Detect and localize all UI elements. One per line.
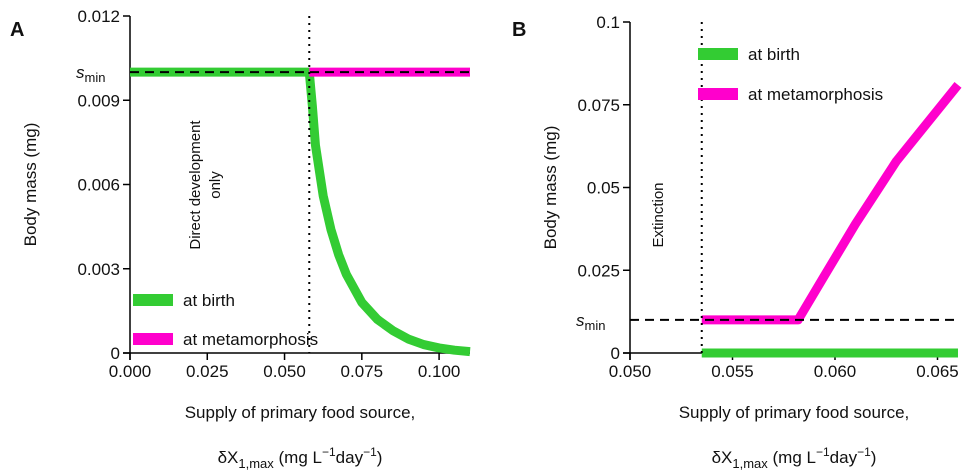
legend-b-swatch-metamorphosis	[698, 88, 738, 100]
x-axis-label-b-line1: Supply of primary food source,	[679, 403, 910, 422]
panel-b: B 0 0.025 0.05 0.075 0.1 0.050 0.055 0.060 0.065…	[512, 13, 962, 471]
legend-b-swatch-birth	[698, 48, 738, 60]
xlabel-b-mid2: day	[830, 448, 858, 467]
panel-a-marks: 0 0.003 0.006 0.009 0.012 0.000 0.025 0.050 0.07…	[77, 7, 471, 381]
y-tick-label-a: 0.009	[77, 91, 120, 110]
series-line-a-birth	[130, 67, 471, 357]
xlabel-a-sup1: −1	[322, 445, 336, 459]
x-tick-label-a: 0.050	[263, 362, 306, 381]
legend-a-swatch-metamorphosis	[133, 333, 173, 345]
smin-sub-a: min	[85, 70, 106, 85]
panel-letter-a: A	[10, 19, 24, 41]
panel-a-annotation: Direct development only	[187, 120, 224, 250]
legend-a-label-birth: at birth	[183, 291, 235, 310]
annotation-direct-development: Direct development	[187, 120, 204, 250]
smin-label-b: smin	[576, 311, 605, 333]
y-tick-label-b: 0.025	[577, 261, 620, 280]
legend-a-label-metamorphosis: at metamorphosis	[183, 330, 318, 349]
x-axis-label-a-line2: δX1,max (mg L−1day−1)	[218, 445, 383, 471]
annotation-extinction: Extinction	[650, 182, 667, 247]
xlabel-a-mid2: day	[336, 448, 364, 467]
series-line-b-metamorphosis	[701, 82, 962, 325]
xlabel-b-sub: 1,max	[732, 456, 768, 471]
xlabel-b-mid: (mg L	[768, 448, 816, 467]
panel-a: A 0 0.003 0.006 0.009 0.012 0.000 0.025 0.050 0.…	[10, 7, 471, 471]
panel-letter-b: B	[512, 19, 526, 41]
y-tick-label-a: 0	[111, 344, 120, 363]
y-tick-label-b: 0.05	[587, 179, 620, 198]
xlabel-b-prefix: δX	[712, 448, 733, 467]
x-tick-label-b: 0.060	[814, 362, 857, 381]
x-tick-label-b: 0.050	[609, 362, 652, 381]
annotation-only: only	[207, 171, 224, 199]
y-tick-label-a: 0.006	[77, 176, 120, 195]
y-tick-label-b: 0	[611, 344, 620, 363]
xlabel-a-sub: 1,max	[238, 456, 274, 471]
panel-b-annotation: Extinction	[650, 182, 667, 247]
smin-main-b: s	[576, 311, 585, 330]
y-axis-label-b: Body mass (mg)	[541, 126, 560, 250]
legend-a-swatch-birth	[133, 294, 173, 306]
y-tick-label-a: 0.012	[77, 7, 120, 26]
x-tick-label-b: 0.065	[916, 362, 959, 381]
legend-a: at birth at metamorphosis	[133, 291, 318, 349]
x-axis-label-b-line2: δX1,max (mg L−1day−1)	[712, 445, 877, 471]
x-axis-label-a-line1: Supply of primary food source,	[185, 403, 416, 422]
xlabel-b-suffix: )	[871, 448, 877, 467]
x-tick-label-b: 0.055	[711, 362, 754, 381]
y-tick-label-a: 0.003	[77, 260, 120, 279]
x-tick-label-a: 0.075	[341, 362, 384, 381]
legend-b-label-birth: at birth	[748, 45, 800, 64]
x-tick-label-a: 0.000	[109, 362, 152, 381]
xlabel-a-prefix: δX	[218, 448, 239, 467]
legend-b-label-metamorphosis: at metamorphosis	[748, 85, 883, 104]
xlabel-a-mid: (mg L	[274, 448, 322, 467]
legend-b: at birth at metamorphosis	[698, 45, 883, 104]
x-tick-label-a: 0.025	[186, 362, 229, 381]
x-tick-label-a: 0.100	[418, 362, 461, 381]
y-tick-label-b: 0.075	[577, 96, 620, 115]
y-axis-label-a: Body mass (mg)	[21, 123, 40, 247]
xlabel-a-suffix: )	[377, 448, 383, 467]
xlabel-a-sup2: −1	[363, 445, 377, 459]
smin-label-a: smin	[76, 63, 105, 85]
panel-b-marks: 0 0.025 0.05 0.075 0.1 0.050 0.055 0.060 0.065	[577, 13, 962, 381]
y-tick-label-b: 0.1	[596, 13, 620, 32]
smin-main-a: s	[76, 63, 85, 82]
xlabel-b-sup2: −1	[857, 445, 871, 459]
smin-sub-b: min	[585, 318, 606, 333]
xlabel-b-sup1: −1	[816, 445, 830, 459]
